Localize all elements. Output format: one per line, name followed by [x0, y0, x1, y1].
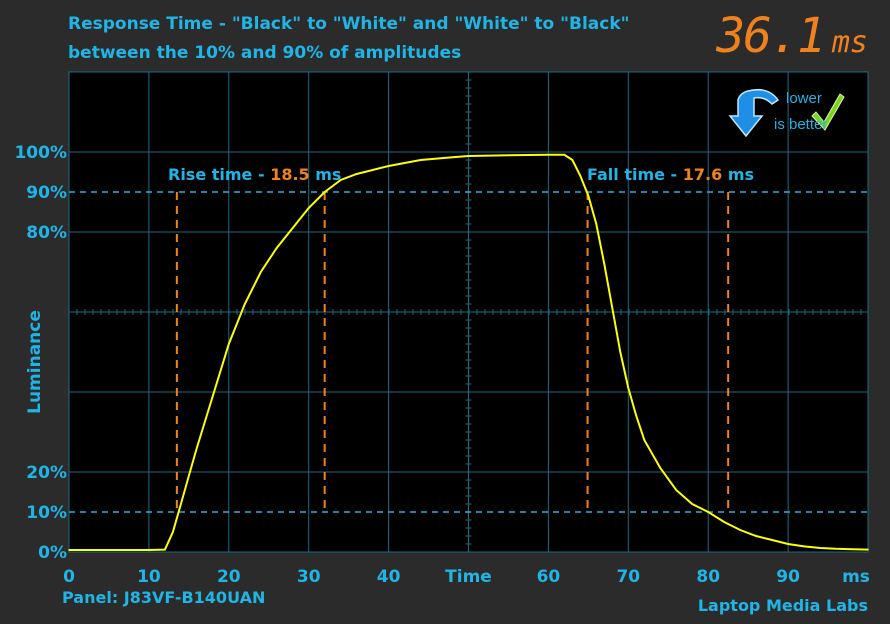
data-point	[707, 511, 709, 513]
data-point	[243, 303, 246, 305]
fall-time-annotation-unit: ms	[728, 165, 754, 184]
data-point	[108, 549, 110, 551]
data-point	[571, 159, 574, 161]
luminance-curve	[69, 153, 869, 551]
data-point	[691, 503, 694, 505]
y-tick-label: 90%	[26, 183, 67, 203]
data-point	[259, 271, 262, 273]
chart-title: Response Time - "Black" to "White" and "…	[68, 10, 630, 68]
data-point	[787, 543, 789, 545]
y-tick-label: 10%	[26, 503, 67, 523]
rise-time-annotation-unit: ms	[315, 165, 341, 184]
x-axis-unit: ms	[842, 567, 870, 587]
score-unit: ms	[831, 25, 868, 60]
data-point	[611, 307, 614, 309]
data-point	[723, 521, 725, 523]
x-tick-label: 30	[297, 567, 321, 587]
x-axis-label: Time	[445, 567, 492, 587]
badge-line-1: lower	[786, 90, 822, 107]
data-point	[387, 165, 390, 167]
plot-frame	[68, 71, 869, 553]
data-point	[619, 351, 622, 353]
checkmark-icon	[811, 93, 845, 131]
data-point	[579, 175, 582, 177]
data-point	[355, 173, 358, 175]
x-tick-label: 40	[377, 567, 401, 587]
data-point	[419, 159, 422, 161]
y-axis-label: Luminance	[25, 310, 45, 414]
x-tick-label: 90	[776, 567, 800, 587]
data-point	[188, 475, 190, 477]
brand-label: Laptop Media Labs	[697, 596, 868, 615]
data-point	[307, 207, 310, 209]
data-point	[635, 415, 638, 417]
data-point	[851, 548, 853, 550]
data-point	[675, 489, 678, 491]
response-time-score: 36.1 ms	[716, 8, 868, 64]
rise-time-annotation-text: Rise time -	[168, 165, 270, 184]
y-tick-label: 0%	[38, 543, 67, 563]
data-point	[771, 539, 773, 541]
data-point	[212, 395, 214, 397]
badge-line-2: is better	[774, 116, 828, 133]
y-tick-label: 20%	[26, 463, 67, 483]
data-point	[587, 195, 590, 197]
x-tick-label: 20	[217, 567, 241, 587]
y-tick-label: 80%	[26, 223, 67, 243]
data-point	[547, 154, 550, 156]
down-arrow-icon	[728, 88, 780, 138]
badge-icons	[728, 88, 845, 138]
x-tick-label: 10	[137, 567, 161, 587]
data-point	[148, 549, 150, 551]
fall-time-annotation-value: 17.6	[683, 165, 728, 184]
x-tick-label: 60	[537, 567, 561, 587]
data-point	[755, 535, 757, 537]
data-point	[339, 179, 342, 181]
x-tick-label: 80	[696, 567, 720, 587]
data-point	[507, 154, 510, 156]
score-value: 36.1	[716, 8, 826, 64]
rise-time-annotation-value: 18.5	[270, 165, 315, 184]
data-point	[164, 548, 166, 551]
y-tick-label: 100%	[14, 143, 67, 163]
data-point	[180, 503, 182, 505]
data-point	[323, 191, 326, 193]
data-point	[819, 547, 821, 549]
title-line-1: Response Time - "Black" to "White" and "…	[68, 14, 630, 34]
data-point	[803, 545, 805, 548]
data-point	[228, 343, 230, 345]
data-point	[739, 529, 741, 531]
data-point	[68, 549, 70, 551]
data-point	[291, 227, 294, 229]
data-point	[563, 154, 566, 156]
data-point	[275, 247, 278, 249]
fall-time-annotation: Fall time - 17.6 ms	[587, 165, 754, 184]
data-point	[643, 439, 646, 441]
title-line-2: between the 10% and 90% of amplitudes	[68, 43, 462, 63]
x-tick-label: 70	[616, 567, 640, 587]
data-point	[172, 531, 174, 533]
data-point	[196, 447, 198, 449]
data-point	[835, 548, 837, 550]
x-tick-label: 0	[63, 567, 75, 587]
data-point	[627, 387, 630, 389]
lower-is-better-badge: lower is better	[728, 86, 848, 146]
data-point	[467, 155, 470, 157]
rise-time-annotation: Rise time - 18.5 ms	[168, 165, 341, 184]
data-point	[659, 467, 662, 469]
data-point	[451, 156, 454, 158]
data-point	[603, 263, 606, 265]
data-point	[595, 223, 598, 225]
data-point	[867, 548, 869, 551]
data-point	[371, 169, 374, 171]
fall-time-annotation-text: Fall time -	[587, 165, 683, 184]
panel-label: Panel: J83VF-B140UAN	[62, 588, 266, 607]
